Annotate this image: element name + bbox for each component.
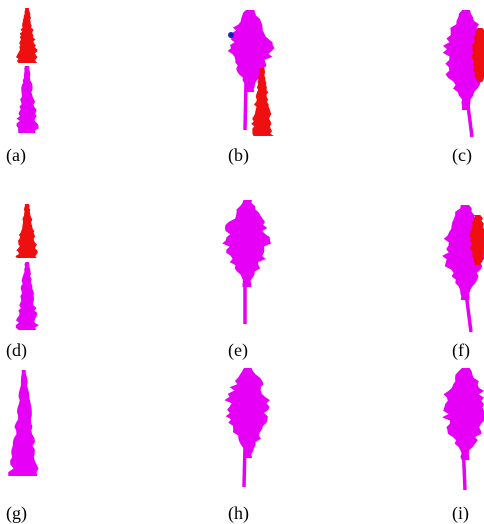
tree-points: [8, 370, 38, 476]
tree-points: [442, 368, 484, 460]
tree-points: [17, 66, 39, 133]
tree-points: [16, 8, 38, 63]
panel-label: (g): [6, 503, 27, 524]
panel-label: (e): [228, 340, 248, 361]
panel-label: (d): [6, 340, 27, 361]
panel-label: (b): [228, 145, 249, 166]
stray-points: [228, 32, 234, 38]
page: {"panels": [{"label": "(a)"}, {"label": …: [0, 0, 484, 524]
panel-label: (i): [452, 503, 469, 524]
point-clouds: [8, 8, 484, 490]
panel-label: (a): [6, 145, 26, 166]
figure: (a) (b) (c) (d) (e) (f) (g) (h) (i): [0, 0, 484, 524]
tree-points: [224, 368, 270, 458]
panel-label: (h): [228, 503, 249, 524]
panel-label: (c): [452, 145, 472, 166]
tree-points: [228, 10, 275, 92]
tree-points: [15, 204, 37, 258]
tree-points: [16, 262, 39, 330]
tree-points: [222, 200, 271, 287]
panel-label: (f): [452, 340, 470, 361]
